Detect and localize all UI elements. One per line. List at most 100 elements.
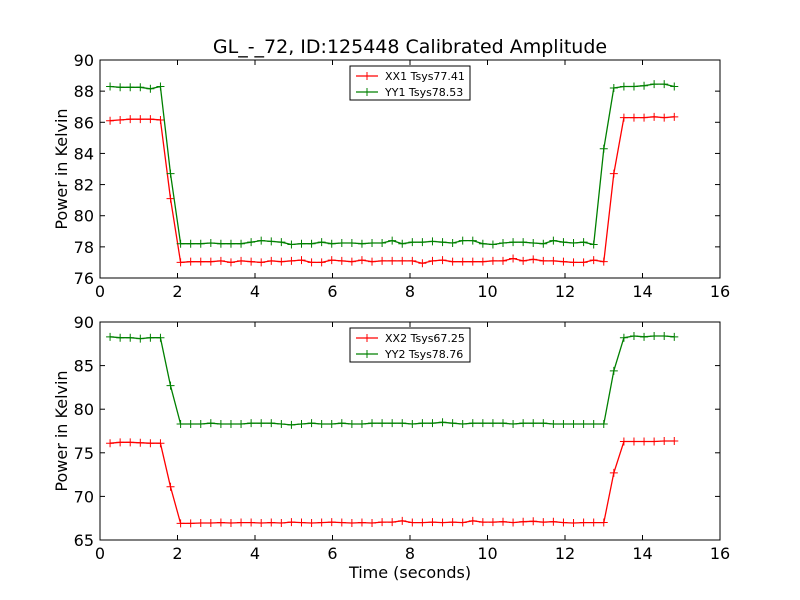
data-point	[589, 420, 598, 429]
data-point	[327, 518, 336, 527]
data-point	[116, 115, 125, 124]
data-point	[408, 256, 417, 265]
data-point	[539, 419, 548, 428]
data-point	[629, 331, 638, 340]
data-point	[488, 419, 497, 428]
data-point	[277, 518, 286, 527]
data-point	[368, 257, 377, 266]
data-point	[579, 420, 588, 429]
data-point	[327, 239, 336, 248]
data-point	[478, 419, 487, 428]
data-point	[549, 236, 558, 245]
data-point	[106, 82, 115, 91]
data-point	[347, 518, 356, 527]
data-point	[247, 419, 256, 428]
x-tick-label: 16	[710, 544, 730, 563]
y-tick-label: 75	[74, 444, 94, 463]
data-point	[599, 257, 608, 266]
data-point	[468, 516, 477, 525]
data-point	[196, 239, 205, 248]
data-point	[166, 381, 175, 390]
legend-swatch-marker	[363, 334, 371, 342]
data-point	[337, 419, 346, 428]
data-point	[650, 112, 659, 121]
data-point	[599, 420, 608, 429]
data-point	[529, 255, 538, 264]
data-point	[317, 518, 326, 527]
data-point	[257, 518, 266, 527]
data-point	[519, 238, 528, 247]
data-point	[297, 420, 306, 429]
x-tick-label: 4	[250, 282, 260, 301]
data-point	[468, 419, 477, 428]
x-tick-label: 6	[327, 282, 337, 301]
data-point	[519, 419, 528, 428]
data-point	[186, 420, 195, 429]
series-1	[106, 112, 679, 268]
data-point	[418, 419, 427, 428]
data-point	[237, 420, 246, 429]
data-point	[257, 258, 266, 267]
data-point	[176, 420, 185, 429]
data-point	[650, 437, 659, 446]
data-point	[458, 420, 467, 429]
data-point	[146, 115, 155, 124]
data-point	[499, 517, 507, 526]
data-point	[146, 84, 155, 93]
data-point	[458, 518, 467, 527]
data-point	[156, 333, 165, 342]
data-point	[337, 256, 346, 265]
data-point	[559, 257, 568, 266]
data-point	[529, 419, 538, 428]
data-point	[186, 519, 195, 528]
data-point	[579, 238, 588, 247]
data-point	[196, 420, 205, 429]
data-point	[317, 258, 326, 267]
data-point	[670, 112, 679, 121]
data-point	[106, 116, 115, 125]
data-point	[428, 419, 437, 428]
data-point	[589, 518, 598, 527]
data-point	[156, 82, 165, 91]
data-point	[206, 518, 215, 527]
x-tick-label: 16	[710, 282, 730, 301]
data-point	[287, 518, 296, 527]
data-point	[368, 238, 377, 247]
data-point	[388, 419, 397, 428]
data-point	[448, 257, 457, 266]
data-point	[438, 256, 447, 265]
data-point	[428, 518, 437, 527]
data-point	[609, 468, 618, 477]
data-point	[126, 333, 135, 342]
data-point	[156, 439, 165, 448]
data-point	[136, 334, 145, 343]
data-point	[438, 418, 447, 427]
legend-label: XX1 Tsys77.41	[385, 70, 465, 83]
data-point	[176, 258, 185, 267]
data-point	[509, 420, 518, 429]
data-point	[267, 419, 276, 428]
data-point	[267, 518, 276, 527]
data-point	[468, 257, 477, 266]
y-tick-label: 65	[74, 531, 94, 550]
data-point	[378, 238, 387, 247]
data-point	[378, 256, 387, 265]
data-point	[660, 437, 669, 446]
legend-swatch-marker	[363, 72, 371, 80]
data-point	[116, 333, 125, 342]
data-point	[609, 169, 618, 178]
data-point	[307, 419, 316, 428]
y-tick-label: 70	[74, 487, 94, 506]
data-point	[237, 239, 246, 248]
data-point	[206, 257, 215, 266]
data-point	[327, 420, 336, 429]
data-point	[640, 113, 649, 122]
data-point	[650, 80, 659, 89]
data-point	[146, 439, 155, 448]
data-point	[216, 239, 225, 248]
series-line	[110, 83, 675, 246]
data-point	[307, 239, 316, 248]
data-point	[660, 113, 669, 122]
data-point	[640, 437, 649, 446]
